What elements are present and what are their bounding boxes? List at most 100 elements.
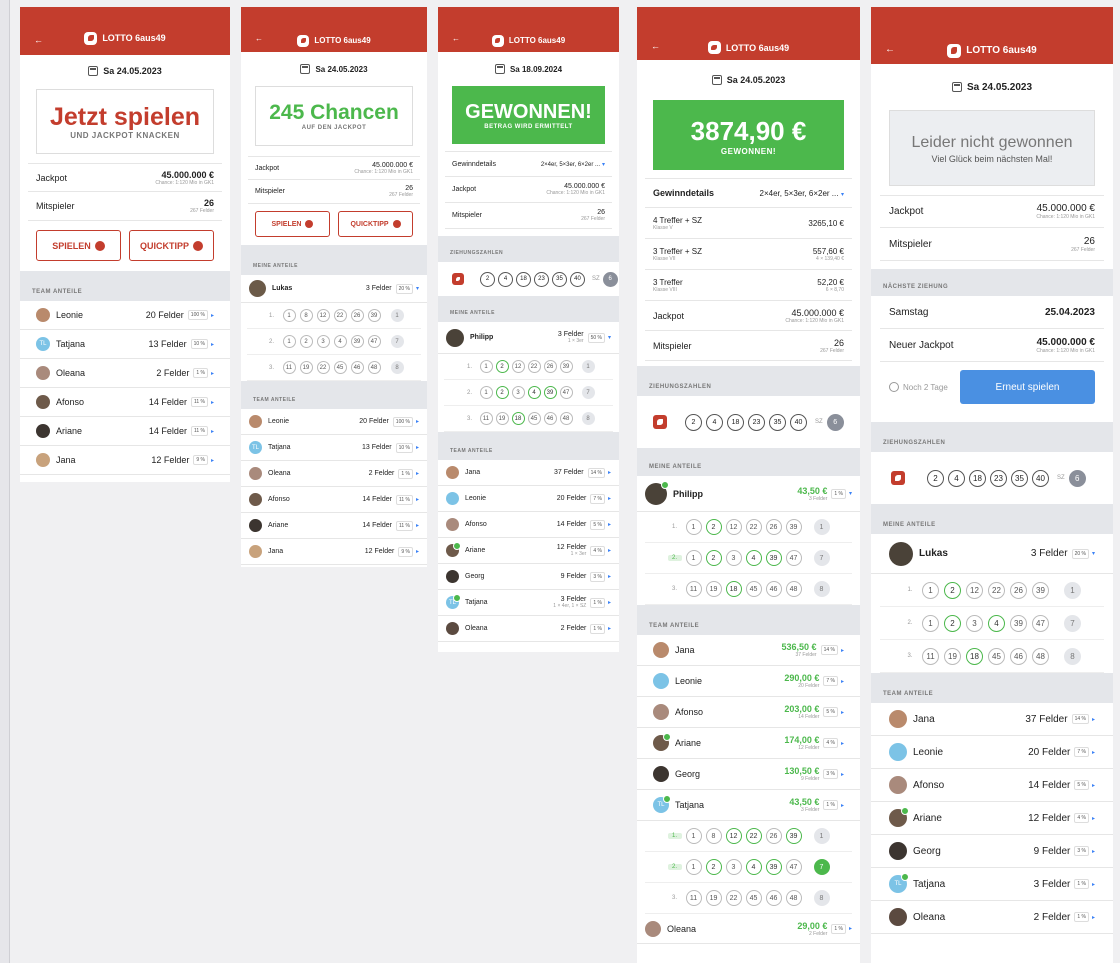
my-share-row[interactable]: Lukas 3 Felder 20 % ▾: [241, 275, 427, 303]
team-member-row[interactable]: Afonso 14 Felder 11 % ▸: [20, 388, 230, 417]
chevron-right-icon[interactable]: ▸: [607, 600, 611, 606]
team-member-row[interactable]: Oleana 2 Felder 1 % ▸: [438, 616, 619, 642]
play-banner[interactable]: Jetzt spielen UND JACKPOT KNACKEN: [36, 89, 214, 154]
team-member-row[interactable]: Afonso 203,00 €14 Felder 5 % ▸: [637, 697, 860, 728]
chevron-right-icon[interactable]: ▸: [840, 771, 844, 778]
chevron-right-icon[interactable]: ▸: [415, 445, 419, 451]
win-details-row[interactable]: Gewinndetails 2×4er, 5×3er, 6×2er ... ▾: [645, 178, 852, 208]
team-member-row[interactable]: Jana 12 Felder 9 % ▸: [241, 539, 427, 565]
chevron-right-icon[interactable]: ▸: [1091, 881, 1095, 888]
chevron-down-icon[interactable]: ▾: [607, 335, 611, 341]
back-arrow-icon[interactable]: ←: [255, 34, 263, 43]
team-member-row[interactable]: Leonie 20 Felder 100 % ▸: [241, 409, 427, 435]
share-percent: 20 %: [395, 283, 413, 294]
team-member-row[interactable]: Leonie 20 Felder 7 % ▸: [871, 736, 1113, 769]
chevron-right-icon[interactable]: ▸: [840, 647, 844, 654]
date-text: Sa 24.05.2023: [726, 75, 786, 85]
team-member-row[interactable]: TL Tatjana 3 Felder 1 % ▸: [871, 868, 1113, 901]
chevron-right-icon[interactable]: ▸: [1091, 749, 1095, 756]
lotto-number: 39: [785, 519, 802, 535]
chevron-right-icon[interactable]: ▸: [840, 740, 844, 747]
team-member-row[interactable]: Oleana 2 Felder 1 % ▸: [241, 461, 427, 487]
chevron-down-icon[interactable]: ▾: [415, 286, 419, 292]
chevron-right-icon[interactable]: ▸: [607, 496, 611, 502]
banner-title: 3874,90 €: [690, 115, 807, 146]
team-member-row[interactable]: Jana 12 Felder 9 % ▸: [20, 446, 230, 475]
chevron-right-icon[interactable]: ▸: [607, 626, 611, 632]
chevron-right-icon[interactable]: ▸: [607, 574, 611, 580]
chevron-right-icon[interactable]: ▸: [1091, 848, 1095, 855]
team-member-row[interactable]: Georg 130,50 €9 Felder 3 % ▸: [637, 759, 860, 790]
chevron-right-icon[interactable]: ▸: [607, 470, 611, 476]
team-member-row[interactable]: Oleana 2 Felder 1 % ▸: [871, 901, 1113, 934]
back-arrow-icon[interactable]: ←: [34, 35, 43, 45]
play-button[interactable]: SPIELEN: [255, 211, 330, 237]
back-arrow-icon[interactable]: ←: [885, 44, 895, 55]
team-member-row[interactable]: TL Tatjana 43,50 €3 Felder 1 % ▸: [637, 790, 860, 821]
chevron-right-icon[interactable]: ▸: [607, 548, 611, 554]
chevron-right-icon[interactable]: ▸: [1091, 815, 1095, 822]
my-share-row[interactable]: Lukas 3 Felder 20 % ▾: [871, 534, 1113, 574]
my-share-row[interactable]: Philipp 3 Felder 1 × 3er 50 % ▾: [438, 322, 619, 354]
team-member-row[interactable]: Leonie 20 Felder 100 % ▸: [20, 301, 230, 330]
superzahl-label: SZ: [815, 419, 823, 425]
team-member-row[interactable]: Ariane 14 Felder 11 % ▸: [20, 417, 230, 446]
chevron-right-icon[interactable]: ▸: [1091, 914, 1095, 921]
draw-numbers-header: ZIEHUNGSZAHLEN: [871, 422, 1113, 452]
team-member-row[interactable]: Ariane 14 Felder 11 % ▸: [241, 513, 427, 539]
chevron-right-icon[interactable]: ▸: [848, 926, 852, 932]
team-member-row[interactable]: Oleana 2 Felder 1 % ▸: [20, 359, 230, 388]
chevron-right-icon[interactable]: ▸: [210, 370, 214, 377]
team-member-row[interactable]: Leonie 20 Felder 7 % ▸: [438, 486, 619, 512]
back-arrow-icon[interactable]: ←: [452, 34, 460, 43]
team-member-row[interactable]: TL Tatjana 13 Felder 10 % ▸: [20, 330, 230, 359]
team-member-row[interactable]: Ariane 12 Felder 4 % ▸: [871, 802, 1113, 835]
team-member-row[interactable]: Jana 536,50 €37 Felder 14 % ▸: [637, 635, 860, 666]
team-member-row[interactable]: Afonso 14 Felder 11 % ▸: [241, 487, 427, 513]
team-member-row[interactable]: TL Tatjana 3 Felder 1 × 4er, 1 × SZ 1 % ▸: [438, 590, 619, 616]
member-name: Lukas: [272, 285, 293, 292]
chevron-down-icon[interactable]: ▾: [848, 491, 852, 497]
my-share-row[interactable]: Philipp 43,50 €3 Felder 1 % ▾: [637, 476, 860, 512]
team-member-row[interactable]: Afonso 14 Felder 5 % ▸: [438, 512, 619, 538]
team-member-row[interactable]: TL Tatjana 13 Felder 10 % ▸: [241, 435, 427, 461]
chevron-right-icon[interactable]: ▸: [415, 419, 419, 425]
chevron-down-icon[interactable]: ▾: [1091, 551, 1095, 557]
team-section-header: TEAM ANTEILE: [438, 432, 619, 460]
team-member-row[interactable]: Oleana 29,00 €2 Felder 1 % ▸: [637, 914, 860, 944]
chevron-right-icon[interactable]: ▸: [415, 523, 419, 529]
team-member-row[interactable]: Georg 9 Felder 3 % ▸: [871, 835, 1113, 868]
avatar: [249, 467, 262, 480]
play-circle-icon: [305, 220, 314, 228]
team-member-row[interactable]: Afonso 14 Felder 5 % ▸: [871, 769, 1113, 802]
team-member-row[interactable]: Jana 37 Felder 14 % ▸: [438, 460, 619, 486]
quicktipp-button[interactable]: QUICKTIPP: [338, 211, 413, 237]
jackpot-value: 45.000.000 €: [1036, 203, 1095, 214]
chevron-right-icon[interactable]: ▸: [415, 471, 419, 477]
team-member-row[interactable]: Georg 9 Felder 3 % ▸: [438, 564, 619, 590]
chevron-right-icon[interactable]: ▸: [210, 428, 214, 435]
avatar: [889, 908, 907, 926]
chevron-right-icon[interactable]: ▸: [210, 399, 214, 406]
team-member-row[interactable]: Ariane 12 Felder 1 × 3er 4 % ▸: [438, 538, 619, 564]
chevron-right-icon[interactable]: ▸: [1091, 716, 1095, 723]
replay-button[interactable]: Erneut spielen: [960, 370, 1095, 404]
team-member-row[interactable]: Leonie 290,00 €20 Felder 7 % ▸: [637, 666, 860, 697]
chevron-right-icon[interactable]: ▸: [840, 678, 844, 685]
chevron-right-icon[interactable]: ▸: [415, 497, 419, 503]
back-arrow-icon[interactable]: ←: [651, 41, 660, 51]
team-member-row[interactable]: Jana 37 Felder 14 % ▸: [871, 703, 1113, 736]
chevron-right-icon[interactable]: ▸: [1091, 782, 1095, 789]
team-member-row[interactable]: Ariane 174,00 €12 Felder 4 % ▸: [637, 728, 860, 759]
chevron-right-icon[interactable]: ▸: [210, 457, 214, 464]
calendar-icon: [711, 75, 722, 85]
quicktipp-button[interactable]: QUICKTIPP: [129, 230, 214, 261]
chevron-right-icon[interactable]: ▸: [210, 341, 214, 348]
chevron-right-icon[interactable]: ▸: [210, 312, 214, 319]
chevron-right-icon[interactable]: ▸: [840, 709, 844, 716]
win-details-row[interactable]: Gewinndetails 2×4er, 5×3er, 6×2er ... ▾: [445, 151, 612, 177]
chevron-right-icon[interactable]: ▸: [840, 802, 844, 809]
chevron-right-icon[interactable]: ▸: [415, 549, 419, 555]
chevron-right-icon[interactable]: ▸: [607, 522, 611, 528]
play-button[interactable]: SPIELEN: [36, 230, 121, 261]
